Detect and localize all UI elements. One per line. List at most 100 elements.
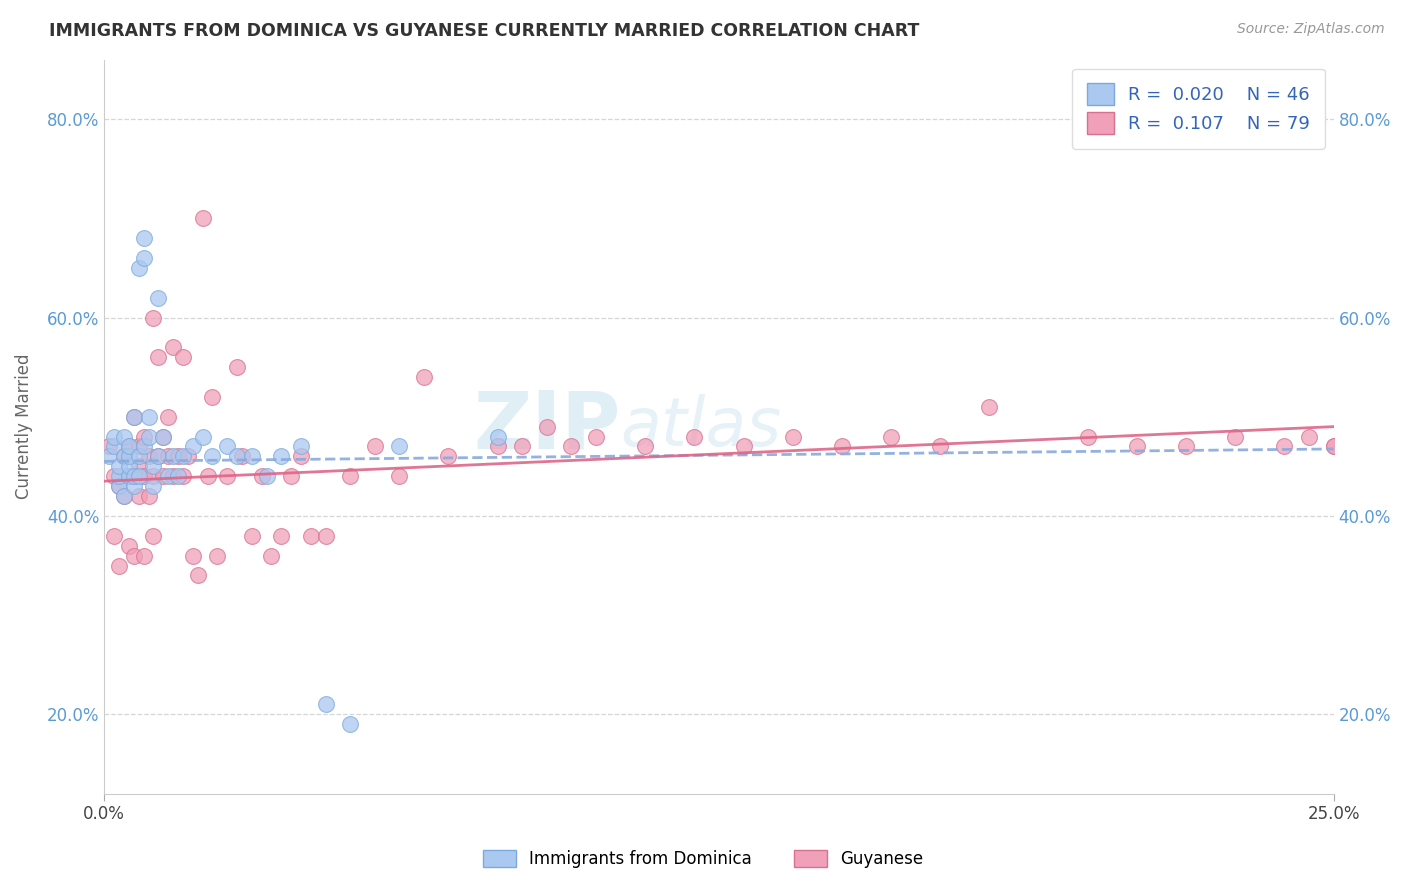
Point xyxy=(683,429,706,443)
Text: Source: ZipAtlas.com: Source: ZipAtlas.com xyxy=(1237,22,1385,37)
Point xyxy=(118,469,141,483)
Point xyxy=(157,409,180,424)
Point xyxy=(191,429,214,443)
Point xyxy=(486,429,509,443)
Point xyxy=(122,409,145,424)
Point xyxy=(207,549,229,563)
Point xyxy=(585,429,607,443)
Point xyxy=(339,469,361,483)
Point xyxy=(122,469,145,483)
Point xyxy=(1126,440,1149,454)
Point xyxy=(112,450,135,464)
Point xyxy=(536,419,558,434)
Point xyxy=(217,469,239,483)
Point xyxy=(1274,440,1296,454)
Point xyxy=(167,450,190,464)
Point xyxy=(240,450,263,464)
Text: IMMIGRANTS FROM DOMINICA VS GUYANESE CURRENTLY MARRIED CORRELATION CHART: IMMIGRANTS FROM DOMINICA VS GUYANESE CUR… xyxy=(49,22,920,40)
Point xyxy=(634,440,657,454)
Point xyxy=(388,469,411,483)
Point xyxy=(181,549,204,563)
Point xyxy=(270,450,292,464)
Point xyxy=(1175,440,1198,454)
Point xyxy=(128,489,150,503)
Point xyxy=(177,450,200,464)
Point xyxy=(122,549,145,563)
Point xyxy=(132,231,155,245)
Point xyxy=(510,440,533,454)
Point xyxy=(148,291,170,305)
Point xyxy=(108,469,131,483)
Point xyxy=(929,440,952,454)
Point xyxy=(1323,440,1346,454)
Point xyxy=(108,459,131,474)
Point xyxy=(98,440,121,454)
Legend: Immigrants from Dominica, Guyanese: Immigrants from Dominica, Guyanese xyxy=(475,843,931,875)
Point xyxy=(831,440,853,454)
Point xyxy=(157,450,180,464)
Point xyxy=(148,450,170,464)
Point xyxy=(412,370,434,384)
Point xyxy=(112,489,135,503)
Legend: R =  0.020    N = 46, R =  0.107    N = 79: R = 0.020 N = 46, R = 0.107 N = 79 xyxy=(1073,69,1324,149)
Text: ZIP: ZIP xyxy=(474,388,620,466)
Point xyxy=(157,469,180,483)
Point xyxy=(250,469,273,483)
Point xyxy=(138,489,160,503)
Point xyxy=(197,469,219,483)
Point xyxy=(1298,429,1320,443)
Point xyxy=(128,450,150,464)
Point xyxy=(108,558,131,573)
Point xyxy=(315,529,337,543)
Point xyxy=(201,450,224,464)
Point xyxy=(128,260,150,275)
Point xyxy=(486,440,509,454)
Point xyxy=(388,440,411,454)
Point xyxy=(299,529,322,543)
Point xyxy=(128,459,150,474)
Point xyxy=(142,529,165,543)
Point xyxy=(132,549,155,563)
Point xyxy=(122,469,145,483)
Point xyxy=(122,479,145,493)
Point xyxy=(152,469,174,483)
Point xyxy=(118,539,141,553)
Point xyxy=(162,450,184,464)
Point xyxy=(187,568,209,582)
Point xyxy=(132,251,155,265)
Point xyxy=(162,469,184,483)
Point xyxy=(148,350,170,364)
Point xyxy=(226,360,249,375)
Point xyxy=(138,450,160,464)
Point xyxy=(167,469,190,483)
Point xyxy=(132,469,155,483)
Point xyxy=(142,479,165,493)
Point xyxy=(138,429,160,443)
Point xyxy=(290,440,312,454)
Point xyxy=(103,440,125,454)
Point xyxy=(112,450,135,464)
Point xyxy=(103,429,125,443)
Point xyxy=(148,450,170,464)
Point xyxy=(162,340,184,354)
Point xyxy=(172,450,194,464)
Point xyxy=(112,429,135,443)
Point xyxy=(217,440,239,454)
Point xyxy=(201,390,224,404)
Point xyxy=(260,549,283,563)
Point xyxy=(1077,429,1099,443)
Point xyxy=(108,479,131,493)
Point xyxy=(191,211,214,226)
Point xyxy=(364,440,387,454)
Point xyxy=(108,479,131,493)
Y-axis label: Currently Married: Currently Married xyxy=(15,354,32,500)
Text: atlas: atlas xyxy=(620,393,782,459)
Point xyxy=(1323,440,1346,454)
Point xyxy=(270,529,292,543)
Point xyxy=(132,429,155,443)
Point xyxy=(979,400,1001,414)
Point xyxy=(315,698,337,712)
Point xyxy=(290,450,312,464)
Point xyxy=(142,469,165,483)
Point xyxy=(339,717,361,731)
